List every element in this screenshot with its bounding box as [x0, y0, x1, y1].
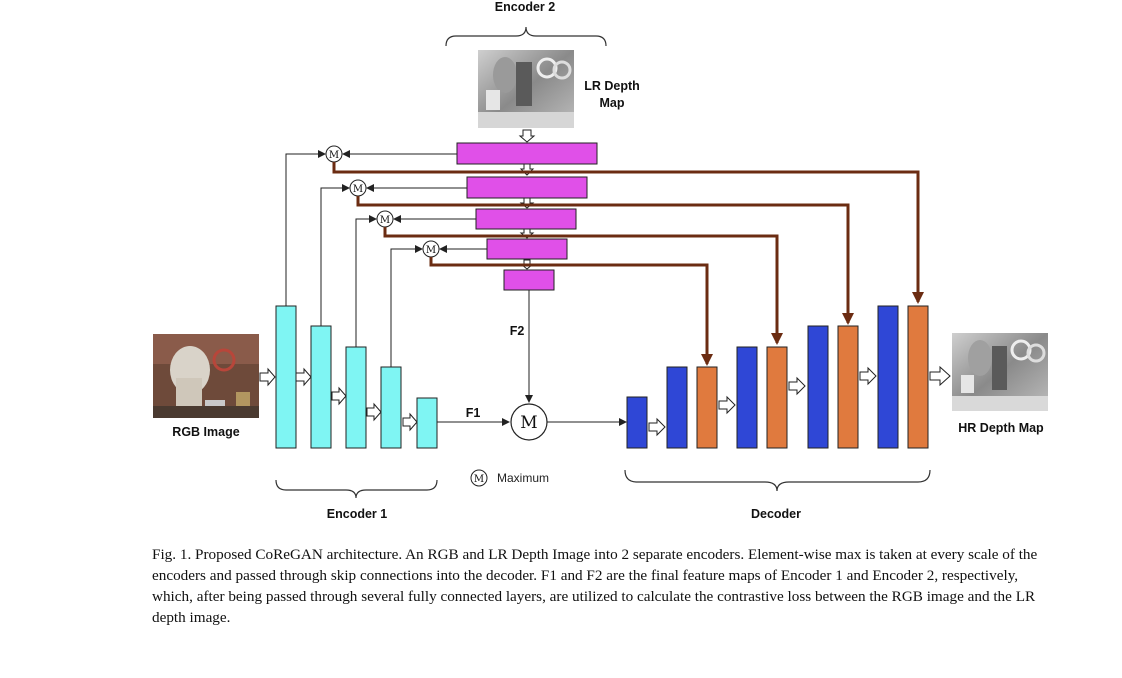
- encoder1-block-2: [310, 325, 332, 449]
- decoder-block-8: [877, 305, 899, 449]
- hr-depth-image: [952, 333, 1048, 411]
- svg-text:M: M: [353, 184, 363, 195]
- encoder1-block-4: [380, 366, 402, 449]
- decoder-block-3: [696, 366, 718, 449]
- encoder1-block-3: [345, 346, 367, 449]
- encoder1-blocks: [275, 305, 438, 449]
- decoder-label: Decoder: [751, 507, 801, 521]
- decoder-block-2: [666, 366, 688, 449]
- encoder2-block-5: [503, 269, 555, 291]
- encoder1-brace: [275, 479, 438, 499]
- encoder2-blocks: [456, 142, 598, 291]
- final-max-symbol: M: [520, 413, 537, 433]
- svg-text:M: M: [426, 245, 436, 256]
- decoder-brace: [624, 469, 931, 492]
- legend-maximum-label: Maximum: [497, 471, 549, 485]
- architecture-diagram: Encoder 2 LR Depth Map M M M M: [153, 0, 1048, 521]
- skip-connection-1: [332, 162, 924, 304]
- f1-label: F1: [466, 406, 481, 420]
- decoder-block-9: [907, 305, 929, 449]
- decoder-block-4: [736, 346, 758, 449]
- f2-label: F2: [510, 324, 525, 338]
- encoder2-label: Encoder 2: [495, 0, 555, 14]
- lr-depth-label-line2: Map: [600, 96, 625, 110]
- legend-max-circle: [470, 469, 488, 487]
- encoder2-block-1: [456, 142, 598, 165]
- encoder2-brace: [445, 26, 607, 47]
- encoder1-hollow-arrows: [259, 367, 418, 432]
- max-circles: M M M M: [325, 145, 440, 258]
- svg-text:M: M: [380, 215, 390, 226]
- decoder-block-7: [837, 325, 859, 449]
- legend-max-symbol: M: [474, 474, 484, 485]
- decoder-block-1: [626, 396, 648, 449]
- skip-connection-2: [356, 196, 854, 325]
- skip-connection-3: [383, 227, 783, 345]
- lr-depth-label-line1: LR Depth: [584, 79, 640, 93]
- encoder1-block-1: [275, 305, 297, 449]
- encoder2-block-4: [486, 238, 568, 260]
- decoder-block-6: [807, 325, 829, 449]
- decoder-blocks: [626, 305, 929, 449]
- decoder-hollow-arrows: [648, 365, 951, 437]
- encoder2-block-2: [466, 176, 588, 199]
- hr-depth-label: HR Depth Map: [958, 421, 1044, 435]
- encoder1-label: Encoder 1: [327, 507, 387, 521]
- lr-depth-image: [478, 50, 574, 128]
- max-input-arrows: [285, 150, 487, 367]
- skip-connections: [332, 162, 924, 366]
- rgb-image: [153, 334, 259, 418]
- rgb-image-label: RGB Image: [172, 425, 239, 439]
- svg-text:M: M: [329, 150, 339, 161]
- encoder1-block-5: [416, 397, 438, 449]
- figure-caption: Fig. 1. Proposed CoReGAN architecture. A…: [152, 546, 1038, 626]
- encoder2-block-3: [475, 208, 577, 230]
- skip-connection-4: [429, 257, 713, 366]
- decoder-block-5: [766, 346, 788, 449]
